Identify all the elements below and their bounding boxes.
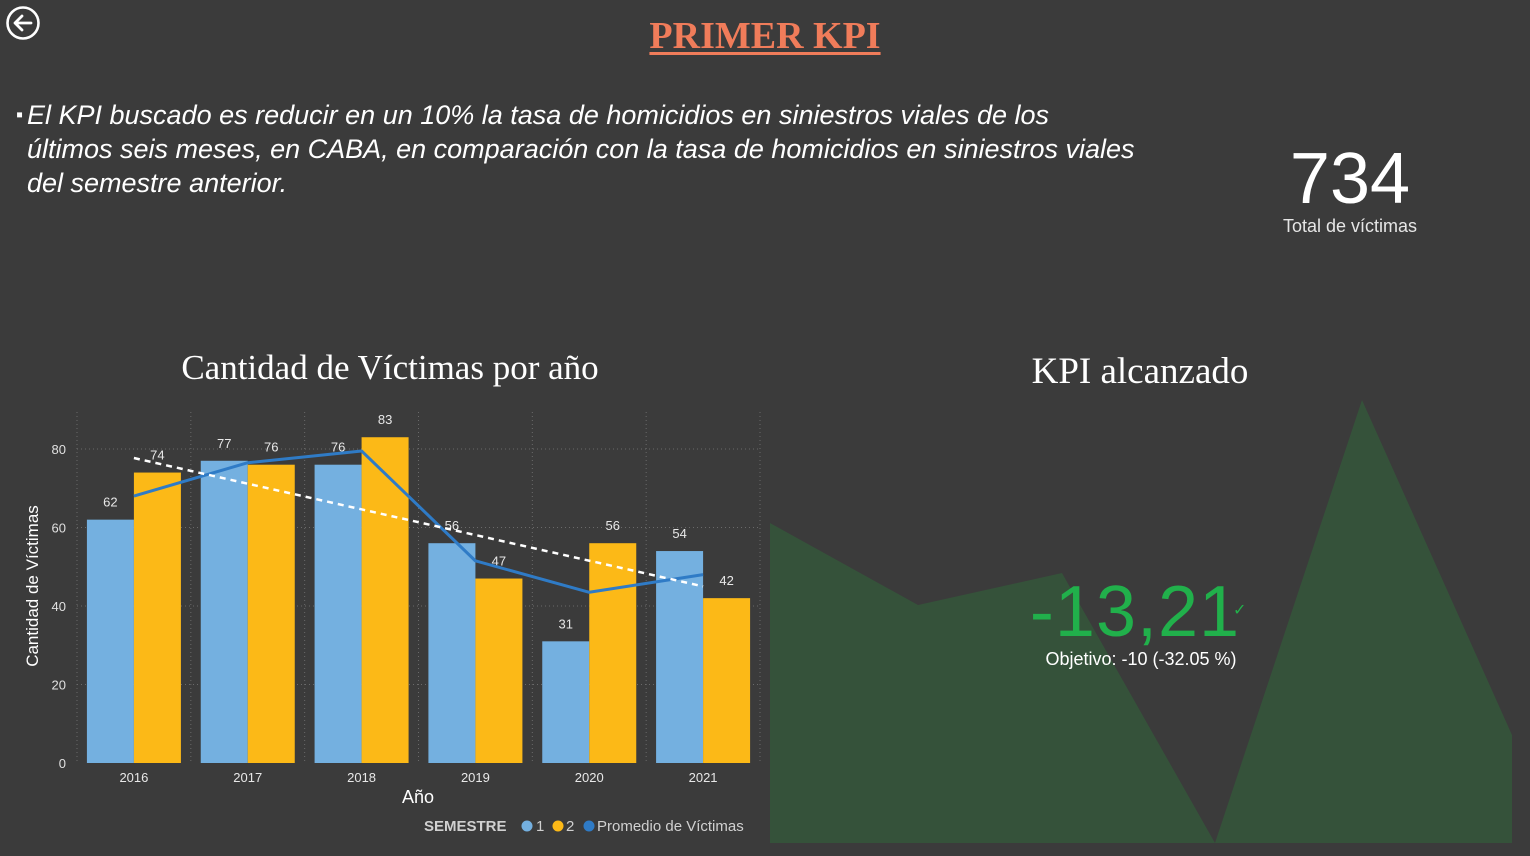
y-tick-label: 0	[59, 756, 66, 771]
legend-marker-semester-1	[522, 821, 533, 832]
chart-title: Cantidad de Víctimas por año	[100, 348, 680, 388]
data-label-semester-1: 31	[559, 616, 573, 631]
y-axis-title: Cantidad de Víctimas	[23, 505, 42, 667]
bullet-icon: ▪	[16, 104, 23, 127]
data-label-semester-2: 76	[264, 440, 278, 455]
page-title: PRIMER KPI	[0, 14, 1530, 58]
y-tick-label: 60	[52, 521, 66, 536]
bar-semester-2	[362, 437, 409, 763]
y-tick-label: 80	[52, 442, 66, 457]
check-icon: ✓	[1233, 600, 1246, 620]
y-tick-label: 40	[52, 599, 66, 614]
data-label-semester-1: 77	[217, 436, 231, 451]
data-label-semester-2: 56	[606, 518, 620, 533]
data-label-semester-2: 74	[150, 448, 164, 463]
legend-label-semester-1: 1	[536, 818, 544, 835]
bar-semester-2	[703, 598, 750, 763]
kpi-goal: Objetivo: -10 (-32.05 %)	[980, 649, 1302, 670]
legend-label-semester-2: 2	[566, 818, 574, 835]
x-tick-label: 2020	[575, 770, 604, 785]
bar-semester-2	[475, 579, 522, 763]
bar-semester-1	[656, 551, 703, 763]
bar-semester-1	[87, 520, 134, 763]
y-tick-label: 20	[52, 678, 66, 693]
legend-title: SEMESTRE	[424, 818, 507, 835]
kpi-title: KPI alcanzado	[880, 350, 1400, 393]
data-label-semester-2: 42	[719, 573, 733, 588]
x-tick-label: 2017	[233, 770, 262, 785]
x-axis-title: Año	[402, 787, 434, 807]
data-label-semester-1: 62	[103, 495, 117, 510]
bar-semester-1	[542, 641, 589, 763]
total-victims-label: Total de víctimas	[1200, 216, 1500, 237]
kpi-description: El KPI buscado es reducir en un 10% la t…	[27, 98, 1137, 200]
bar-semester-2	[589, 543, 636, 763]
bar-semester-1	[201, 461, 248, 763]
x-tick-label: 2016	[119, 770, 148, 785]
legend-marker-semester-2	[553, 821, 564, 832]
bar-semester-2	[134, 473, 181, 763]
x-tick-label: 2021	[689, 770, 718, 785]
x-tick-label: 2018	[347, 770, 376, 785]
legend-label-average: Promedio de Víctimas	[597, 818, 744, 835]
total-victims-value: 734	[1200, 136, 1500, 222]
bar-semester-1	[428, 543, 475, 763]
data-label-semester-2: 83	[378, 412, 392, 427]
data-label-semester-1: 54	[672, 526, 686, 541]
legend-marker-average	[584, 821, 595, 832]
bar-semester-2	[248, 465, 295, 763]
x-tick-label: 2019	[461, 770, 490, 785]
bar-semester-1	[315, 465, 362, 763]
